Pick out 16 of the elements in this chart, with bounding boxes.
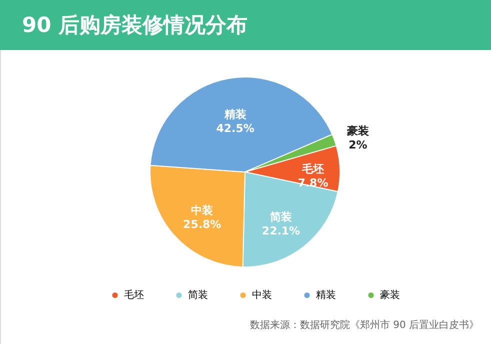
data-label: 22.1% xyxy=(262,224,300,238)
slice-label: 精装 xyxy=(223,108,246,121)
data-label: 2% xyxy=(348,138,368,152)
legend-label: 豪装 xyxy=(380,289,400,302)
data-label: 25.8% xyxy=(183,218,222,232)
slice-label: 中装 xyxy=(191,204,214,218)
legend-label: 毛坯 xyxy=(124,289,144,302)
chart-title: 90 后购房装修情况分布 xyxy=(22,13,248,37)
legend-label: 中装 xyxy=(252,289,272,302)
slice-label: 毛坯 xyxy=(300,162,324,176)
slice-label: 豪装 xyxy=(346,124,369,138)
source-note: 数据来源：数据研究院《郑州市 90 后置业白皮书》 xyxy=(250,319,479,331)
slice-label: 简装 xyxy=(269,210,292,224)
legend-label: 简装 xyxy=(188,289,208,302)
legend-label: 精装 xyxy=(316,289,336,302)
data-label: 42.5% xyxy=(216,122,254,135)
